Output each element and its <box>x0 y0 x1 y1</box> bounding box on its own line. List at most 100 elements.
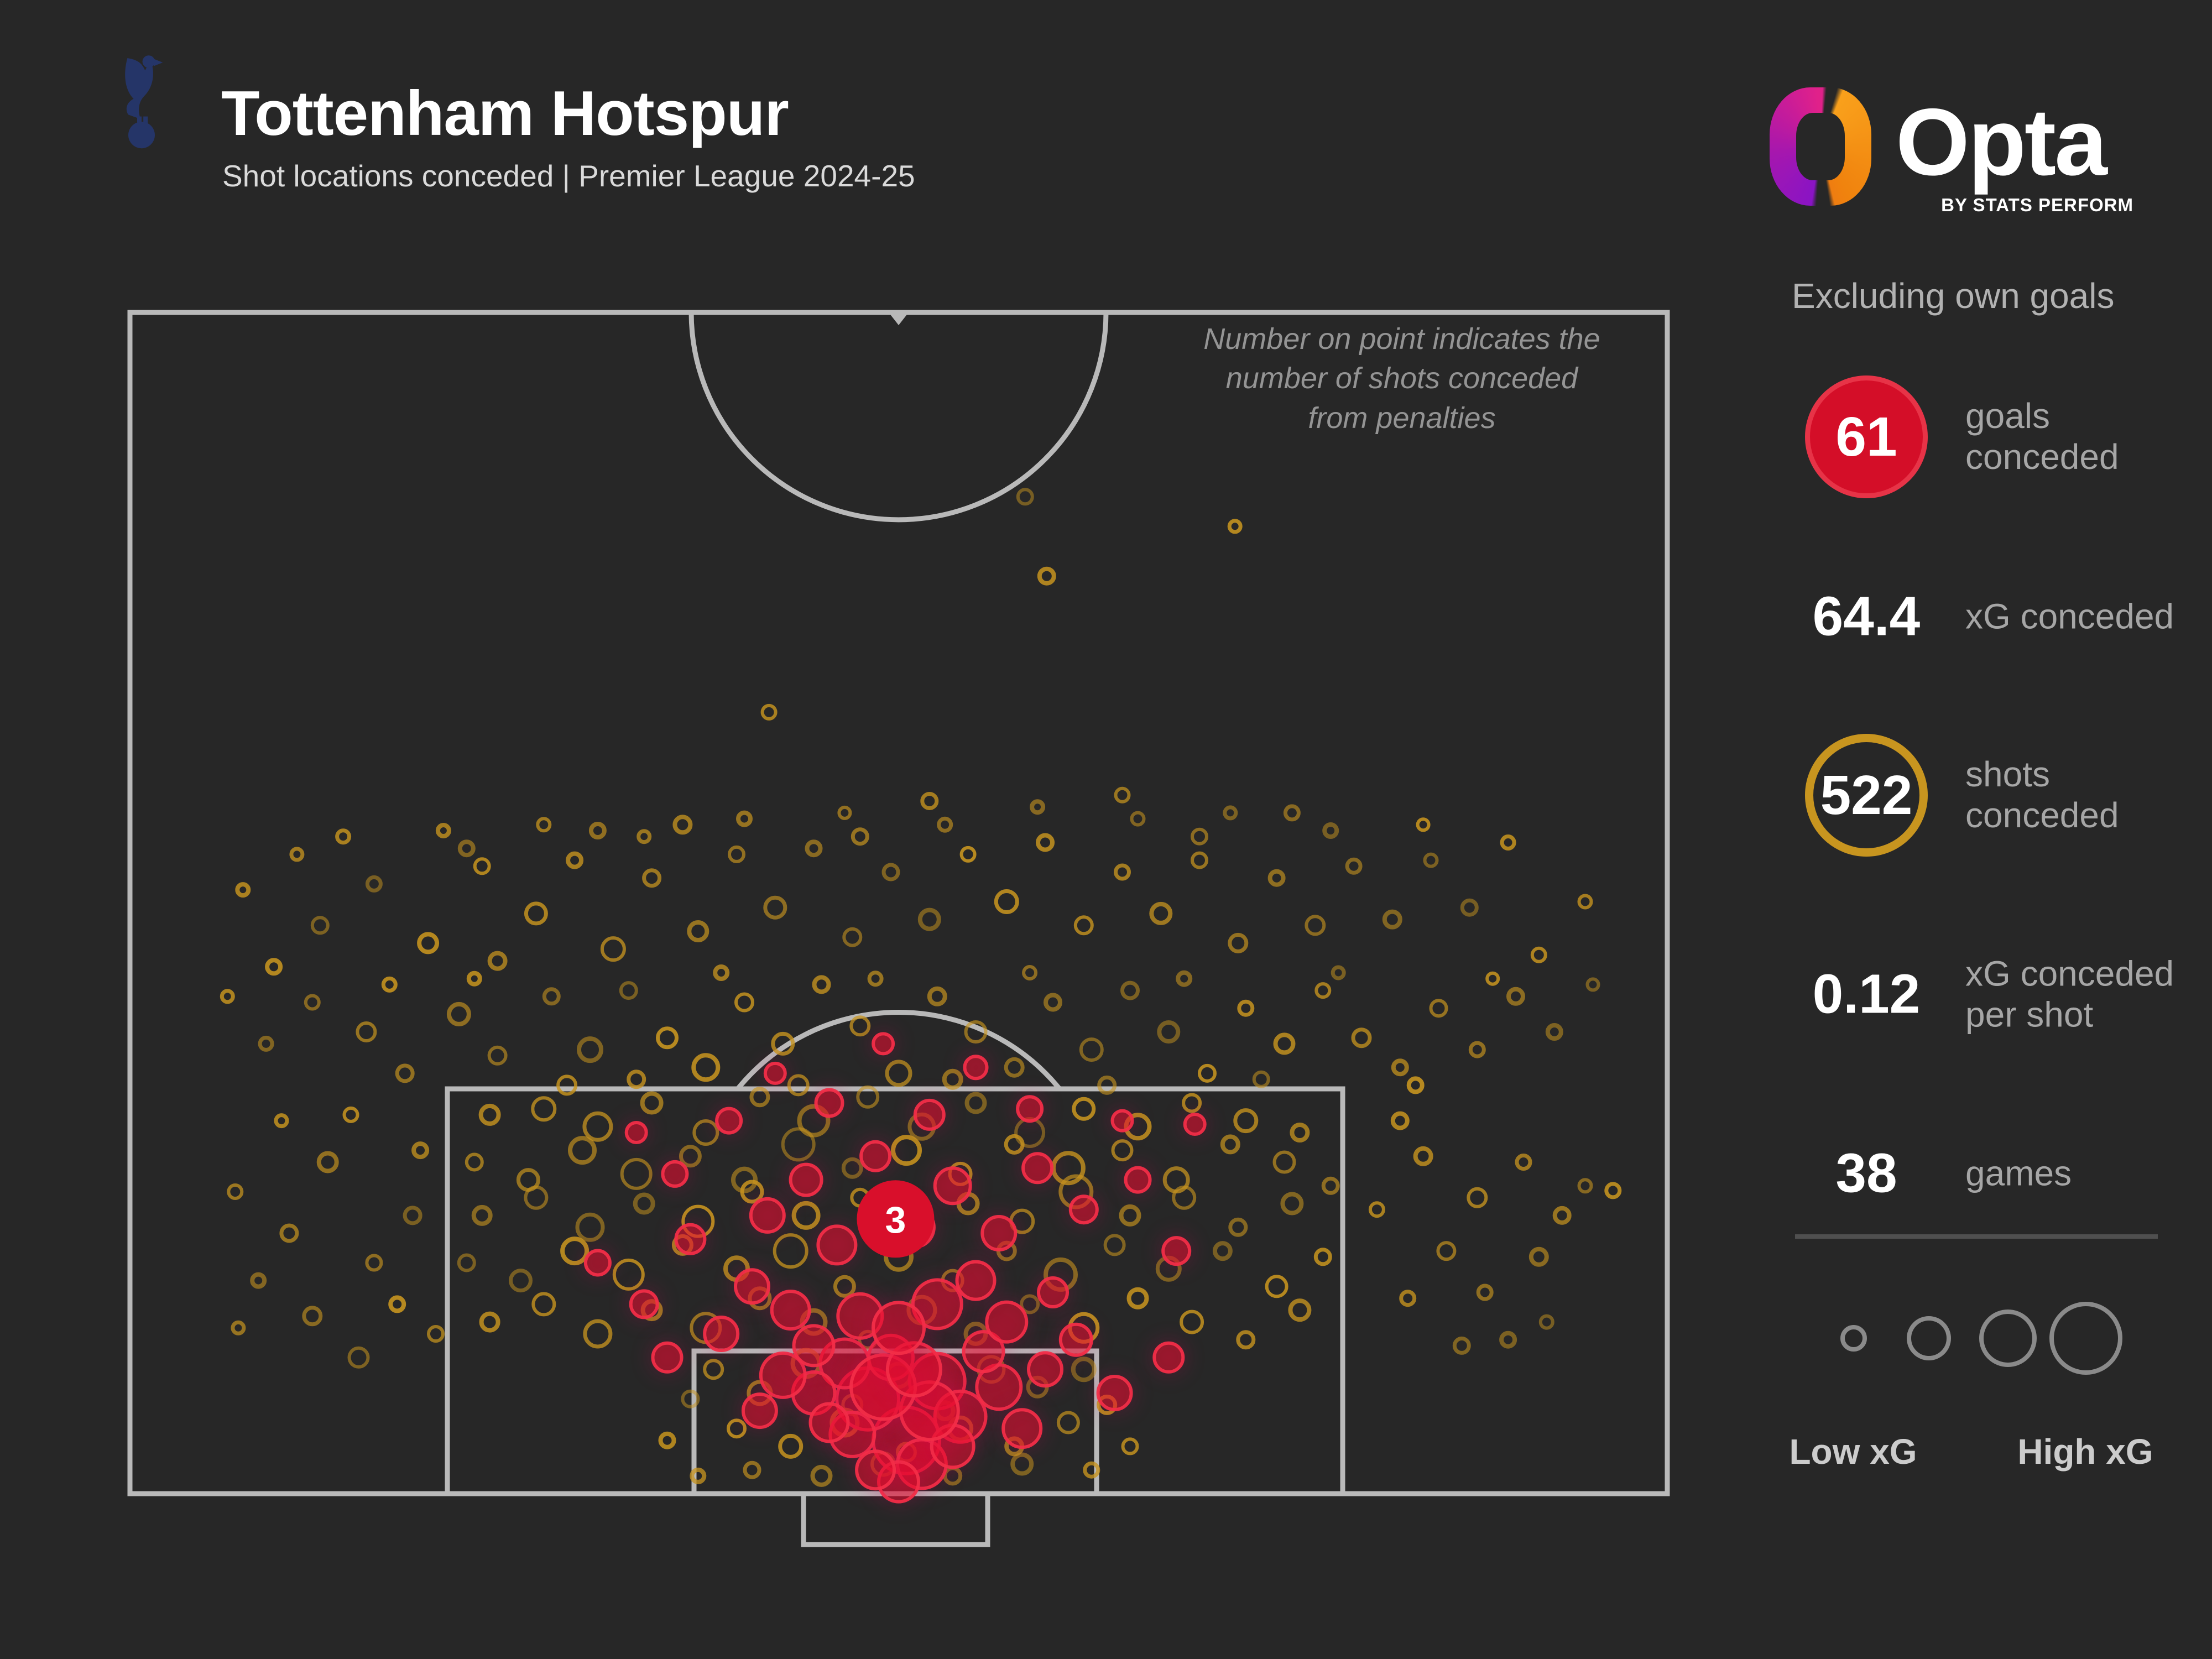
shot-point <box>1071 1357 1097 1383</box>
shot-point <box>1515 1154 1532 1171</box>
shot-point <box>457 839 476 858</box>
shot-point <box>891 1135 922 1166</box>
shot-point <box>1604 1182 1622 1199</box>
goal-point <box>763 1061 787 1085</box>
shot-point <box>1460 898 1479 917</box>
goal-point <box>872 1032 895 1056</box>
shot-point <box>427 1325 445 1343</box>
shot-point <box>279 1223 299 1243</box>
team-crest-icon <box>125 55 163 149</box>
goal-point <box>955 1260 997 1301</box>
stats-heading: Excluding own goals <box>1792 276 2115 316</box>
shot-point <box>964 1020 988 1044</box>
shot-point <box>1072 1097 1096 1121</box>
stat-value: 0.12 <box>1812 963 1921 1025</box>
shot-point <box>289 847 305 862</box>
shot-point <box>837 805 852 820</box>
shot-point <box>851 827 869 846</box>
shot-point <box>1314 982 1332 999</box>
shot-point <box>867 971 884 987</box>
shot-point <box>1036 833 1055 852</box>
goal-point <box>1124 1166 1152 1194</box>
shot-point <box>1083 1461 1100 1479</box>
shot-point <box>1056 1411 1080 1434</box>
stat-label: xG conceded <box>1965 596 2174 637</box>
goal-point <box>770 1290 811 1331</box>
shot-point <box>1120 980 1140 1000</box>
shot-point <box>473 857 491 875</box>
shot-point <box>743 1460 761 1479</box>
goal-point <box>872 1301 926 1355</box>
shot-point <box>1079 1037 1104 1062</box>
shot-point <box>917 907 941 931</box>
shot-point <box>642 868 662 888</box>
shot-point <box>395 1063 415 1083</box>
legend-ring <box>1840 1325 1867 1352</box>
shot-point <box>681 1389 700 1408</box>
shot-point <box>1305 915 1326 936</box>
goal-point <box>962 1330 1005 1374</box>
opta-wordmark: Opta <box>1896 89 2107 195</box>
shot-point <box>235 882 251 898</box>
shot-point <box>885 1060 912 1087</box>
shot-point <box>1097 1075 1117 1095</box>
shot-point <box>920 792 939 810</box>
shot-point <box>1280 1192 1304 1215</box>
shot-point <box>1191 827 1208 846</box>
stat-label: xG conceded per shot <box>1965 953 2174 1034</box>
shot-point <box>1228 932 1249 953</box>
shot-point <box>600 936 626 962</box>
shot-point <box>381 976 398 993</box>
shot-point <box>536 817 552 833</box>
shot-point <box>781 1127 816 1162</box>
shot-point <box>556 1074 578 1096</box>
shot-point <box>342 1106 359 1123</box>
shot-point <box>810 1464 833 1487</box>
shot-point <box>1391 1058 1409 1077</box>
shot-point <box>619 981 638 1000</box>
shot-point <box>658 1431 676 1449</box>
shot-point <box>471 1204 493 1226</box>
shot-point <box>583 1319 613 1349</box>
shot-point <box>1436 1241 1457 1261</box>
page-subtitle: Shot locations conceded | Premier League… <box>222 159 915 193</box>
goal-point <box>1021 1152 1054 1185</box>
shot-point <box>302 1306 323 1327</box>
shot-point <box>1351 1027 1372 1048</box>
shot-point <box>1037 566 1056 586</box>
shot-point <box>265 958 283 976</box>
crest-cockerel <box>125 58 153 119</box>
shot-point <box>1345 857 1363 875</box>
page-title: Tottenham Hotspur <box>221 79 789 149</box>
shot-point <box>542 987 561 1006</box>
shot-point <box>1468 1041 1486 1058</box>
shot-point <box>1538 1314 1554 1330</box>
stat-row-games: 38 games <box>1792 1142 2212 1206</box>
shot-point <box>1288 1298 1312 1322</box>
shot-point <box>1399 1290 1417 1307</box>
opta-ring-icon <box>1770 87 1871 206</box>
shot-point <box>403 1206 422 1225</box>
center-circle-arc <box>688 312 1109 523</box>
shot-point <box>1198 1063 1217 1083</box>
pitch: 3 <box>127 310 1670 1547</box>
shot-point <box>1452 1336 1471 1355</box>
center-spot-mark <box>889 312 909 325</box>
shot-point <box>1273 1032 1296 1055</box>
shot-point <box>1530 946 1547 963</box>
shot-point <box>411 1141 430 1160</box>
goal-point <box>1058 1322 1093 1357</box>
goal-point <box>1037 1276 1069 1308</box>
shot-point <box>1272 1150 1296 1174</box>
shot-point <box>736 810 753 827</box>
shot-point <box>691 1053 721 1082</box>
shot-point <box>1212 1241 1233 1261</box>
shot-point <box>1228 1217 1248 1237</box>
shot-point <box>1227 519 1243 534</box>
shot-point <box>524 1185 549 1210</box>
shot-point <box>347 1346 370 1369</box>
shot-point <box>841 1157 863 1179</box>
shot-point <box>1004 1057 1025 1078</box>
shot-point <box>633 1192 655 1215</box>
shots-layer: 3 <box>220 488 1622 1504</box>
